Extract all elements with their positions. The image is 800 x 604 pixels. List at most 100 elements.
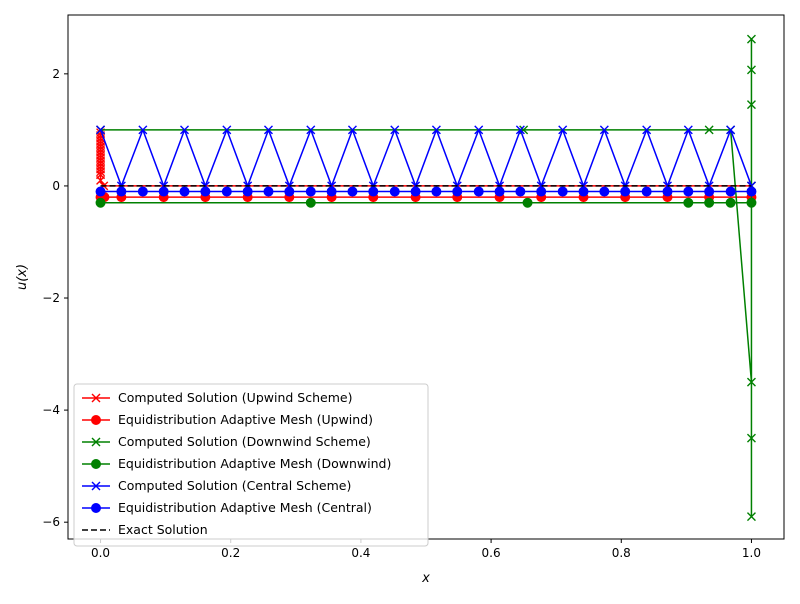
legend-label: Computed Solution (Downwind Scheme): [118, 434, 371, 449]
data-point: [704, 186, 715, 197]
legend-label: Computed Solution (Central Scheme): [118, 478, 351, 493]
data-point: [95, 197, 106, 208]
x-axis-label: x: [421, 571, 430, 586]
data-point: [347, 125, 357, 135]
data-point: [746, 34, 756, 44]
y-axis-label: u(x): [15, 264, 30, 290]
data-point: [347, 186, 358, 197]
legend-marker: [91, 481, 101, 491]
y-tick-label: −2: [42, 291, 60, 305]
data-point: [473, 186, 484, 197]
data-point: [746, 186, 757, 197]
data-point: [158, 186, 169, 197]
data-point: [557, 186, 568, 197]
data-point: [326, 186, 337, 197]
x-tick-label: 0.0: [91, 546, 110, 560]
data-point: [431, 186, 442, 197]
series-4: [96, 125, 756, 191]
data-point: [200, 186, 211, 197]
legend-item: Computed Solution (Central Scheme): [82, 478, 351, 493]
data-point: [536, 186, 547, 197]
legend-box: [73, 383, 429, 547]
legend-label: Equidistribution Adaptive Mesh (Upwind): [118, 412, 373, 427]
legend-marker: [91, 437, 101, 447]
data-point: [515, 125, 525, 135]
data-point: [389, 186, 400, 197]
data-point: [263, 125, 273, 135]
data-point: [558, 125, 568, 135]
y-tick-label: −6: [42, 515, 60, 529]
data-point: [704, 197, 715, 208]
y-tick-label: 0: [52, 179, 60, 193]
series-5: [95, 186, 757, 197]
legend-label: Equidistribution Adaptive Mesh (Central): [118, 500, 372, 515]
data-point: [96, 167, 106, 177]
legend-item: Equidistribution Adaptive Mesh (Upwind): [82, 412, 373, 427]
data-point: [515, 186, 526, 197]
data-point: [683, 197, 694, 208]
data-point: [410, 186, 421, 197]
data-point: [746, 100, 756, 110]
x-tick-label: 0.2: [221, 546, 240, 560]
y-tick-label: 2: [52, 67, 60, 81]
y-tick-label: −4: [42, 403, 60, 417]
data-point: [522, 197, 533, 208]
series-1: [95, 192, 757, 203]
data-point: [305, 186, 316, 197]
data-point: [452, 186, 463, 197]
legend-label: Computed Solution (Upwind Scheme): [118, 390, 352, 405]
legend: Computed Solution (Upwind Scheme) Equidis…: [73, 383, 429, 547]
data-point: [305, 197, 316, 208]
legend-item: Computed Solution (Upwind Scheme): [82, 390, 352, 405]
legend-item: Equidistribution Adaptive Mesh (Central): [82, 500, 372, 515]
data-point: [746, 65, 756, 75]
data-point: [599, 186, 610, 197]
data-point: [494, 186, 505, 197]
data-point: [683, 186, 694, 197]
data-point: [474, 125, 484, 135]
data-point: [306, 125, 316, 135]
series-line: [99, 129, 753, 187]
data-point: [263, 186, 274, 197]
legend-label: Exact Solution: [118, 522, 208, 537]
data-point: [746, 377, 756, 387]
data-point: [390, 125, 400, 135]
legend-label: Equidistribution Adaptive Mesh (Downwind…: [118, 456, 391, 471]
data-point: [96, 175, 106, 185]
data-point: [368, 186, 379, 197]
data-point: [746, 433, 756, 443]
ticks-layer: 0.0 0.2 0.4 0.6 0.8 1.0 −6 −4 −2 0 2: [42, 67, 761, 560]
data-point: [578, 186, 589, 197]
data-point: [683, 125, 693, 135]
x-tick-label: 0.8: [612, 546, 631, 560]
x-tick-label: 0.6: [482, 546, 501, 560]
data-point: [138, 125, 148, 135]
series-3: [95, 197, 757, 208]
data-point: [242, 186, 253, 197]
data-point: [599, 125, 609, 135]
data-point: [726, 125, 736, 135]
data-point: [95, 186, 106, 197]
legend-marker: [91, 393, 101, 403]
legend-marker: [91, 503, 101, 513]
legend-marker: [91, 459, 101, 469]
data-point: [662, 186, 673, 197]
data-point: [179, 186, 190, 197]
series-layer: [95, 34, 757, 522]
legend-item: Exact Solution: [82, 522, 208, 537]
data-point: [222, 125, 232, 135]
data-point: [431, 125, 441, 135]
legend-item: Computed Solution (Downwind Scheme): [82, 434, 371, 449]
x-tick-label: 1.0: [742, 546, 761, 560]
legend-item: Equidistribution Adaptive Mesh (Downwind…: [82, 456, 391, 471]
data-point: [284, 186, 295, 197]
data-point: [620, 186, 631, 197]
x-tick-label: 0.4: [351, 546, 370, 560]
data-point: [725, 197, 736, 208]
data-point: [137, 186, 148, 197]
data-point: [746, 197, 757, 208]
data-point: [725, 186, 736, 197]
data-point: [180, 125, 190, 135]
data-point: [221, 186, 232, 197]
